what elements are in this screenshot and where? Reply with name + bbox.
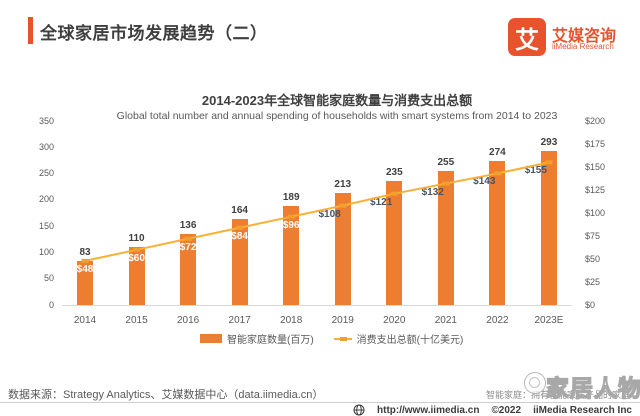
footer-copyright: ©2022 xyxy=(491,404,522,416)
left-axis-tick: 0 xyxy=(48,299,54,310)
title-accent-bar xyxy=(28,17,33,44)
line-value-label: $108 xyxy=(318,208,341,220)
right-axis-tick: $75 xyxy=(585,230,601,241)
watermark-logo-icon xyxy=(524,372,546,394)
bar-value-label: 235 xyxy=(385,167,403,179)
right-axis-tick: $150 xyxy=(585,161,606,172)
globe-icon xyxy=(353,404,365,416)
right-axis-tick: $100 xyxy=(585,207,606,218)
chart-subtitle: Global total number and annual spending … xyxy=(116,110,558,122)
right-axis-tick: $175 xyxy=(585,138,606,149)
bar-series-swatch xyxy=(200,334,222,343)
line-value-label: $143 xyxy=(473,176,496,188)
x-axis-label-2023E: 2023E xyxy=(534,315,564,326)
left-axis-tick: 50 xyxy=(43,273,54,284)
line-value-label: $60 xyxy=(128,252,145,264)
x-axis-label-2018: 2018 xyxy=(280,315,303,326)
bar-value-label: 189 xyxy=(282,191,300,203)
right-axis-tick: $0 xyxy=(585,299,596,310)
bar-value-label: 293 xyxy=(540,136,558,148)
left-axis-tick: 200 xyxy=(38,194,54,205)
bar-value-label: 255 xyxy=(437,156,455,168)
bar-value-label: 274 xyxy=(489,146,506,158)
bar-value-label: 164 xyxy=(231,204,248,216)
right-axis-tick: $125 xyxy=(585,184,606,195)
left-axis-tick: 350 xyxy=(38,115,54,126)
x-axis-label-2015: 2015 xyxy=(125,315,148,326)
bar-value-label: 213 xyxy=(334,179,352,191)
footer: http://www.iimedia.cn ©2022 iiMedia Rese… xyxy=(353,404,632,416)
left-axis-tick: 250 xyxy=(38,168,54,179)
logo-glyph: 艾 xyxy=(515,26,539,54)
chart-title: 2014-2023年全球智能家庭数量与消费支出总额 xyxy=(201,93,473,108)
page-title: 全球家居市场发展趋势（二） xyxy=(40,24,268,43)
left-axis-tick: 150 xyxy=(38,220,54,231)
x-axis-label-2022: 2022 xyxy=(486,315,509,326)
x-axis-label-2016: 2016 xyxy=(176,315,200,326)
x-axis-label-2019: 2019 xyxy=(331,315,354,326)
chart-legend: 智能家庭数量(百万) 消费支出总额(十亿美元) xyxy=(200,331,463,346)
legend-label-bar: 智能家庭数量(百万) xyxy=(227,335,314,346)
left-axis-tick: 300 xyxy=(38,141,54,152)
definition-note: 智能家庭：拥有智能家居产品的家庭 xyxy=(485,390,630,400)
x-axis-label-2020: 2020 xyxy=(383,315,406,326)
x-axis-label-2017: 2017 xyxy=(228,315,251,326)
x-axis-label-2014: 2014 xyxy=(73,315,97,326)
left-axis-tick: 100 xyxy=(38,246,54,257)
footer-url[interactable]: http://www.iimedia.cn xyxy=(377,404,480,416)
right-axis-tick: $50 xyxy=(585,253,601,264)
line-series-swatch xyxy=(333,336,352,341)
bar-value-label: 136 xyxy=(179,219,197,231)
line-value-label: $155 xyxy=(524,165,547,177)
data-source-note: 数据来源：Strategy Analytics、艾媒数据中心（data.iime… xyxy=(8,389,324,401)
legend-label-line: 消费支出总额(十亿美元) xyxy=(356,335,464,346)
line-value-label: $96 xyxy=(282,219,300,231)
bar-value-label: 110 xyxy=(128,233,145,245)
line-value-label: $121 xyxy=(370,196,393,208)
footer-company: iiMedia Research Inc xyxy=(533,404,632,416)
right-axis-tick: $200 xyxy=(585,115,606,126)
footer-divider xyxy=(0,402,640,403)
logo-name: 艾媒咨询 xyxy=(552,28,617,45)
iimedia-logo-icon: 艾 xyxy=(508,18,546,56)
x-axis-label-2021: 2021 xyxy=(434,315,457,326)
logo-subname: iiMedia Research xyxy=(552,42,614,51)
line-value-label: $84 xyxy=(231,230,248,242)
bar-value-label: 83 xyxy=(79,247,91,259)
bar-2014 xyxy=(77,261,93,305)
line-value-label: $48 xyxy=(76,263,94,275)
right-axis-tick: $25 xyxy=(585,276,601,287)
line-value-label: $72 xyxy=(179,241,197,253)
watermark-text: 家居人物 xyxy=(545,374,640,401)
line-value-label: $132 xyxy=(421,186,444,198)
legend-item-line: 消费支出总额(十亿美元) xyxy=(333,331,464,346)
x-axis-line xyxy=(62,305,572,306)
legend-item-bar: 智能家庭数量(百万) xyxy=(200,331,314,346)
